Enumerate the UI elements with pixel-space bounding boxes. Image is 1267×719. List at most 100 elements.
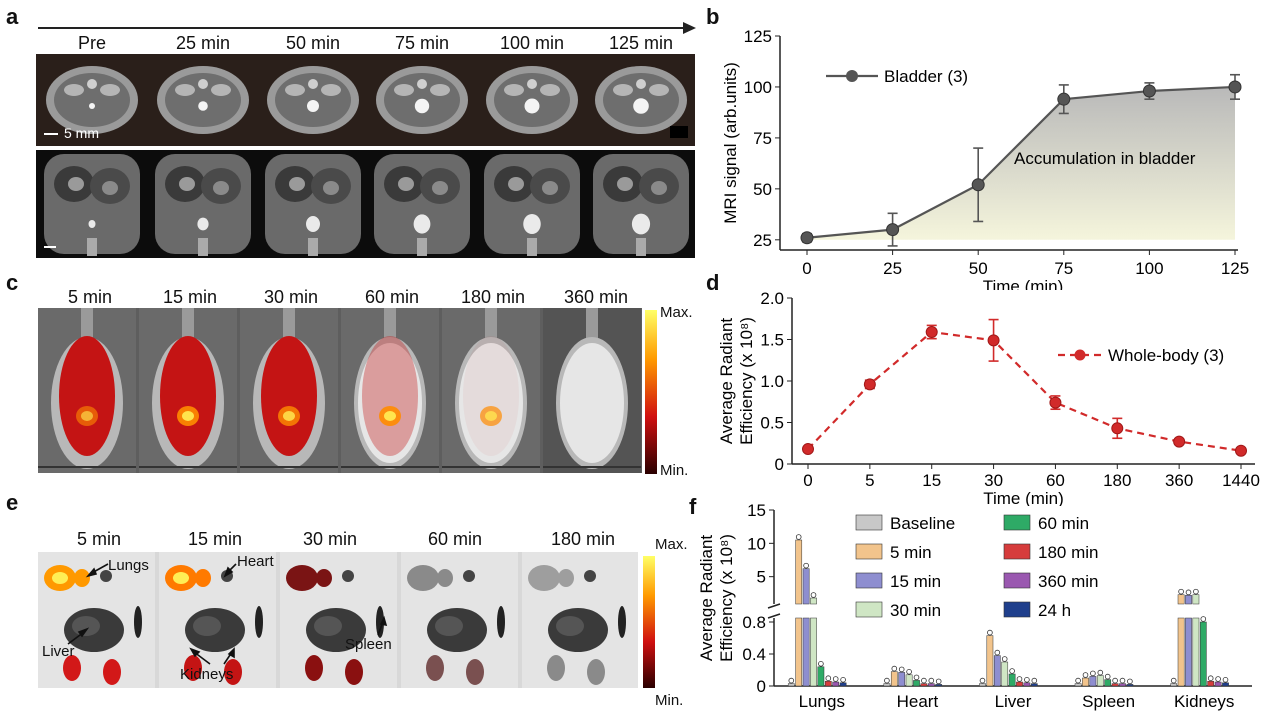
y-axis-label: MRI signal (arb.units) [721,62,740,224]
data-point [1173,435,1186,448]
x-tick-label: 60 [1046,471,1065,490]
legend-item: 15 min [855,572,941,591]
bar [802,562,810,687]
x-tick-label: 1440 [1222,471,1260,490]
panel-b-label: b [706,4,720,29]
mri-axial-slice [595,66,687,134]
ivis-whole-body-strip [38,308,642,473]
panel-c-time-label: 5 min [67,287,112,307]
ivis-organ-image [38,552,155,688]
bar [787,677,795,687]
legend-item: 360 min [1003,572,1098,591]
bar [832,676,840,687]
ivis-organ-strip [38,552,638,688]
legend-label: 180 min [1038,543,1098,562]
chart-b-annotation: Accumulation in bladder [1014,149,1196,168]
x-tick-label: 0 [803,471,812,490]
y-axis-label-line1: Average Radiant [697,535,716,662]
x-tick-label: Kidneys [1174,692,1234,711]
bar [1192,588,1200,687]
colorbar-e-max: Max. [655,536,688,553]
area-fill [807,86,1235,240]
chart-b: Accumulation in bladder 25 50 75 100 125 0 25 50… [721,27,1249,290]
ivis-mouse-image [341,308,439,473]
y-tick-label: 0 [757,677,766,696]
bar [795,534,803,687]
legend-label: 360 min [1038,572,1098,591]
bar [1111,677,1119,687]
panel-f-label: f [689,494,697,519]
bar [1222,677,1229,687]
data-point [802,443,814,456]
organ-label-kidneys: Kidneys [180,666,234,683]
legend: Whole-body (3) [1058,346,1224,365]
axis-break [767,613,781,619]
legend-item: 30 min [855,601,941,620]
x-tick-label: 100 [1135,259,1163,278]
mri-axial-slice [267,66,359,134]
y-tick-label: 0.8 [742,613,766,632]
panel-c-time-label: 360 min [563,287,629,307]
colorbar-c-max: Max. [660,304,693,321]
colorbar-c-min: Min. [660,462,689,479]
y-tick-label: 0.5 [760,414,784,433]
bar [935,678,943,687]
data-point [886,212,900,247]
data-point [971,147,985,223]
bar [1214,676,1222,687]
y-tick-label: 125 [744,27,772,46]
bar [1030,677,1038,687]
y-tick-label: 5 [757,568,766,587]
data-point [1228,73,1242,100]
series-line [806,85,1236,239]
bar [1016,676,1023,687]
bar [1089,670,1097,687]
y-tick-label: 2.0 [760,289,784,308]
chart-d: 0 0.5 1.0 1.5 2.0 0 5 15 30 60 180 360 1440 Time (min… [717,289,1260,506]
panel-c-time-label: 180 min [460,287,526,307]
colorbar-e-min: Min. [655,692,684,709]
ivis-mouse-image [240,308,338,473]
legend-label: 5 min [890,543,932,562]
ivis-organ-image [522,552,638,688]
panel-e-time-label: 60 min [427,529,483,549]
panel-a-time-label: 25 min [175,33,231,53]
y-tick-label: 10 [747,534,766,553]
mri-axial-strip [36,54,695,146]
bar [1074,677,1082,687]
x-tick-label: 0 [802,259,811,278]
mri-coronal-strip [36,150,695,258]
bar [1199,616,1207,687]
legend-item: 60 min [1003,514,1089,533]
organ-label-lungs: Lungs [108,557,149,574]
bar [839,677,847,687]
panel-c-label: c [6,270,19,295]
bar [824,675,832,687]
mri-coronal-slice [484,154,580,256]
panel-a-time-label: Pre [77,33,106,53]
x-tick-label: 360 [1165,471,1193,490]
y-tick-label: 100 [744,78,772,97]
x-tick-label: 180 [1103,471,1131,490]
ivis-mouse-image [442,308,540,473]
panel-e-time-label: 15 min [187,529,243,549]
legend: Bladder (3) [826,67,968,86]
ivis-organ-image [401,552,518,688]
legend-label: 15 min [890,572,941,591]
bar [817,661,825,687]
bar [898,666,906,687]
bar [993,649,1001,687]
series-line [807,330,1242,452]
x-tick-label: 15 [922,471,941,490]
data-point [1111,417,1124,440]
x-tick-label: Spleen [1082,692,1135,711]
mri-axial-slice [46,66,138,134]
y-tick-label: 15 [747,501,766,520]
y-tick-label: 25 [753,231,772,250]
bar [920,677,928,687]
bar [1119,677,1126,687]
panel-e-time-label: 180 min [550,529,616,549]
panel-c-time-label: 15 min [162,287,218,307]
mri-axial-slice [376,66,468,134]
x-tick-label: 5 [865,471,874,490]
